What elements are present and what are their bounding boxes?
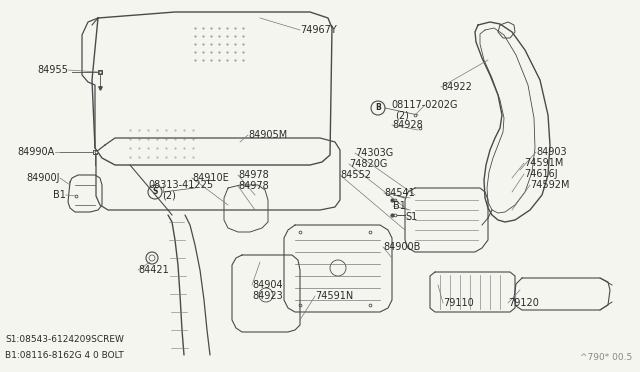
Text: 84900B: 84900B xyxy=(383,242,420,252)
Text: 84955: 84955 xyxy=(37,65,68,75)
Text: 84922: 84922 xyxy=(441,82,472,92)
Text: S1: S1 xyxy=(405,212,417,222)
Text: 84978: 84978 xyxy=(238,181,269,191)
Text: 84904: 84904 xyxy=(252,280,283,290)
Text: 74591M: 74591M xyxy=(524,158,563,168)
Text: 84903: 84903 xyxy=(536,147,566,157)
Text: 84541: 84541 xyxy=(384,188,415,198)
Text: 84928: 84928 xyxy=(392,120,423,130)
Text: S1:08543-6124209SCREW: S1:08543-6124209SCREW xyxy=(5,336,124,344)
Text: 08117-0202G: 08117-0202G xyxy=(391,100,458,110)
Text: B: B xyxy=(375,103,381,112)
Text: B1: B1 xyxy=(53,190,66,200)
Text: 74820G: 74820G xyxy=(349,159,387,169)
Text: 84990A: 84990A xyxy=(18,147,55,157)
Text: 08313-41225: 08313-41225 xyxy=(148,180,213,190)
Text: 84421: 84421 xyxy=(138,265,169,275)
Text: 84552: 84552 xyxy=(340,170,371,180)
Text: 74591N: 74591N xyxy=(315,291,353,301)
Text: 74616J: 74616J xyxy=(524,169,557,179)
Text: B1:08116-8162G 4 0 BOLT: B1:08116-8162G 4 0 BOLT xyxy=(5,350,124,359)
Text: S: S xyxy=(152,187,157,196)
Text: 79120: 79120 xyxy=(508,298,539,308)
Text: ^790* 00.5: ^790* 00.5 xyxy=(580,353,632,362)
Text: 84905M: 84905M xyxy=(248,130,287,140)
Text: 84910E: 84910E xyxy=(192,173,228,183)
Text: 74592M: 74592M xyxy=(530,180,570,190)
Text: 79110: 79110 xyxy=(443,298,474,308)
Text: 74303G: 74303G xyxy=(355,148,393,158)
Text: 74967Y: 74967Y xyxy=(300,25,337,35)
Text: (2): (2) xyxy=(395,111,409,121)
Text: (2): (2) xyxy=(162,191,176,201)
Text: 84900J: 84900J xyxy=(26,173,60,183)
Text: 84923: 84923 xyxy=(252,291,283,301)
Text: 84978: 84978 xyxy=(238,170,269,180)
Text: B1: B1 xyxy=(393,201,406,211)
